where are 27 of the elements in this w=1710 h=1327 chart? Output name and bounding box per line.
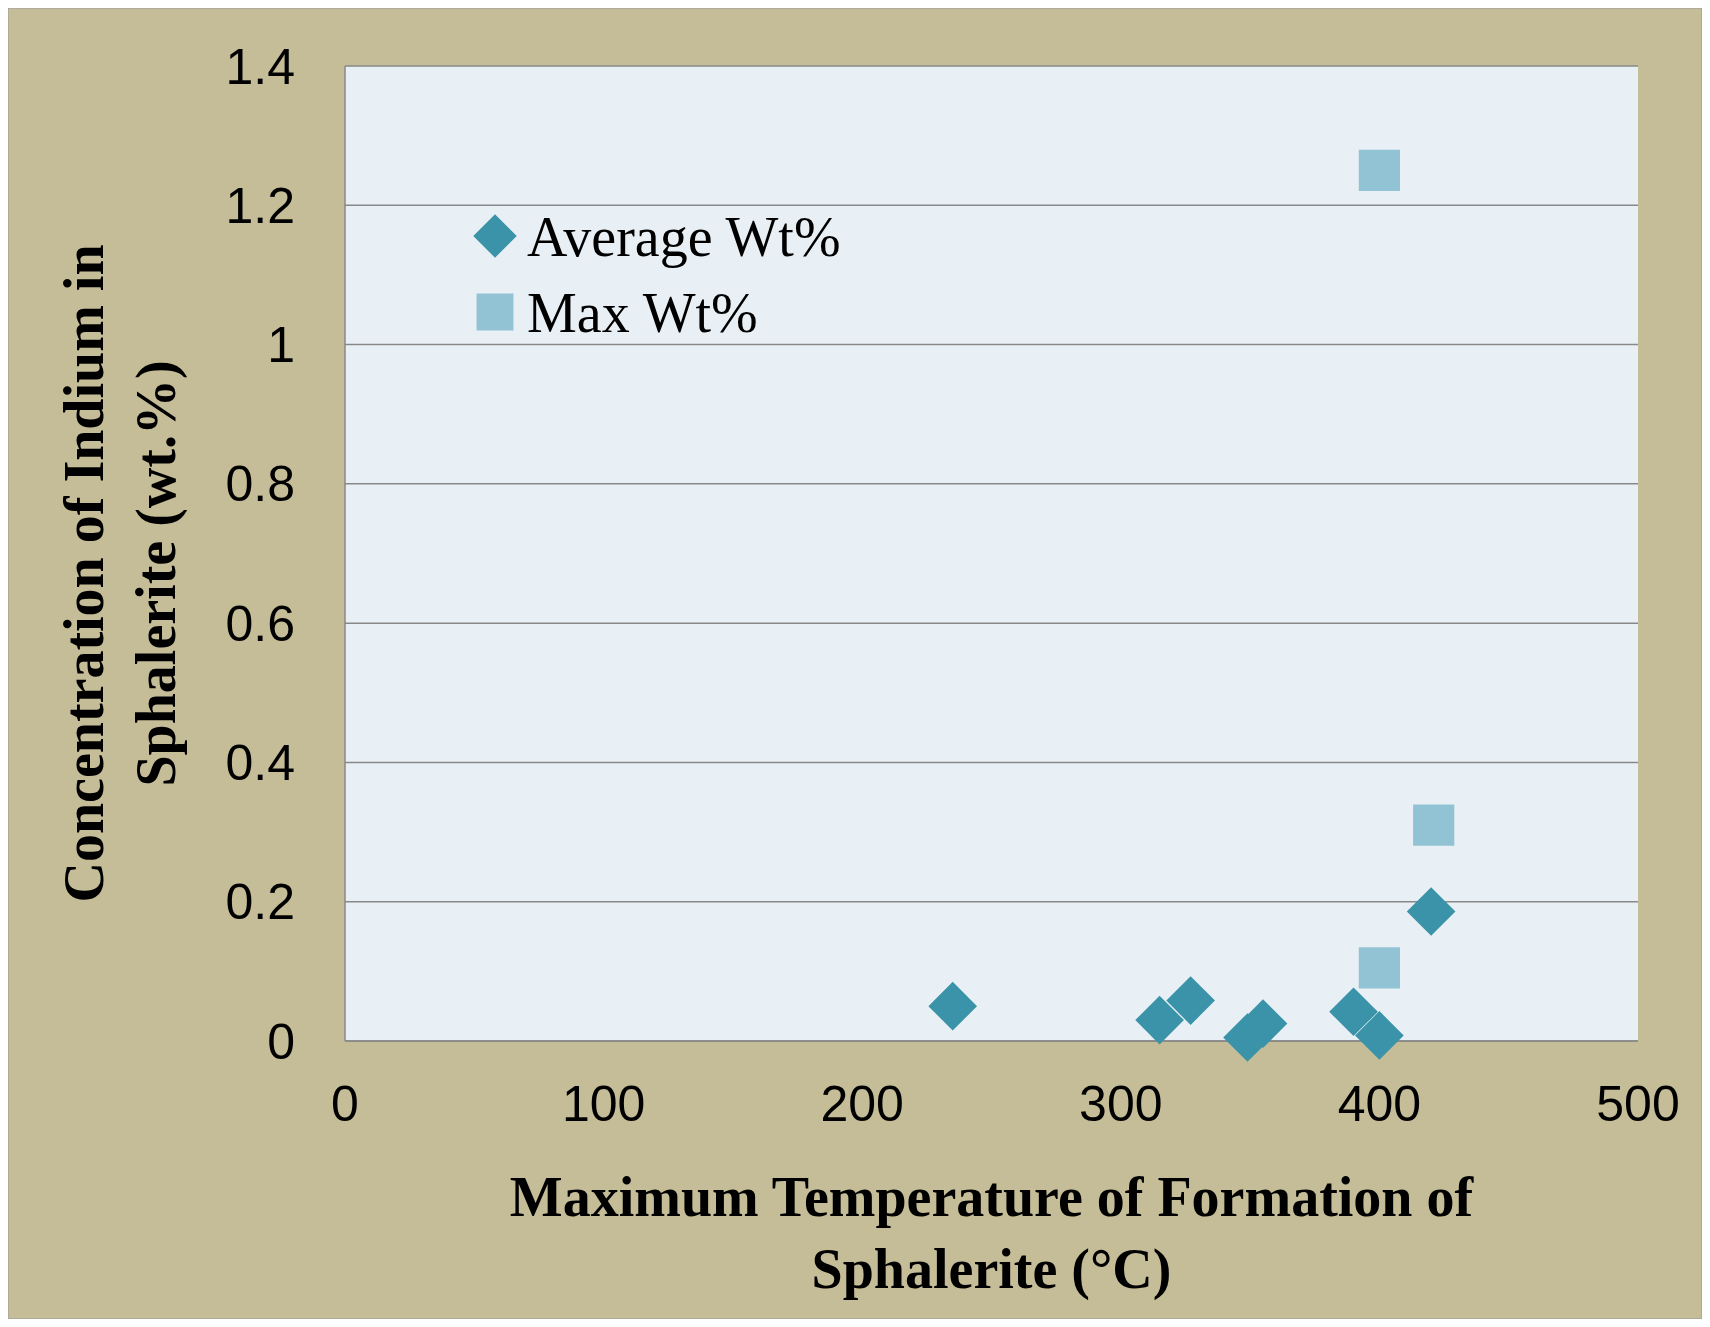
y-tick-label: 1.4 bbox=[225, 38, 295, 95]
point bbox=[1166, 976, 1215, 1025]
x-tick-label: 0 bbox=[331, 1076, 359, 1132]
y-tick-label: 0.2 bbox=[225, 874, 295, 931]
point bbox=[1329, 987, 1378, 1037]
y-tick-label: 0.6 bbox=[225, 595, 295, 652]
y-tick-label: 0.8 bbox=[225, 456, 295, 513]
x-tick-label: 200 bbox=[820, 1076, 904, 1132]
point bbox=[1355, 1011, 1404, 1060]
x-tick-label: 100 bbox=[561, 1076, 646, 1132]
x-axis-title: Maximum Temperature of Formation of Sphalerite (°C) bbox=[509, 1166, 1475, 1301]
x-tick-label: 300 bbox=[1079, 1076, 1163, 1132]
y-axis-title: Concentration of Indium in Sphalerite (wt.%) bbox=[53, 244, 188, 903]
x-tick-label: 400 bbox=[1337, 1076, 1422, 1132]
y-tick-label: 1 bbox=[267, 317, 295, 374]
legend-label: Average Wt% bbox=[527, 205, 841, 268]
legend-label: Max Wt% bbox=[527, 281, 758, 344]
point bbox=[1413, 804, 1455, 846]
y-tick-label: 0.4 bbox=[225, 734, 295, 791]
y-tick-label: 1.2 bbox=[225, 177, 295, 234]
point bbox=[1358, 947, 1401, 989]
point bbox=[928, 981, 978, 1031]
y-tick-label: 0 bbox=[267, 1013, 295, 1070]
point bbox=[1135, 995, 1184, 1045]
point bbox=[1358, 149, 1401, 192]
point bbox=[1406, 887, 1456, 936]
x-tick-label: 500 bbox=[1596, 1076, 1680, 1132]
